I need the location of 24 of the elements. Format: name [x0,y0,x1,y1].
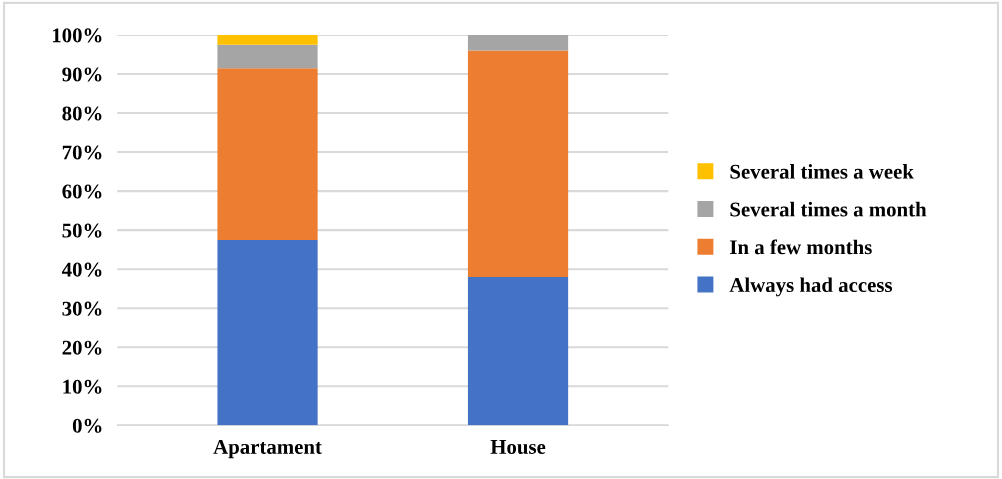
legend-label: Always had access [729,277,893,297]
legend-label: Several times a week [730,164,914,179]
bar [467,277,569,426]
y-tick-label: 40% [61,262,102,277]
y-tick-label: 20% [62,340,102,355]
bar [217,44,318,69]
legend-label: In a few months [730,239,872,255]
bar [217,68,318,240]
x-tick-label: Apartament [213,439,322,459]
y-tick-label: 10% [63,379,102,394]
y-tick-label: 0% [72,418,102,433]
bar [217,239,318,426]
y-tick-label: 50% [62,223,102,238]
y-tick-label: 60% [62,184,102,199]
y-tick-label: 30% [62,301,102,316]
x-tick-label: House [490,440,546,454]
y-tick-label: 100% [52,28,102,43]
bar [467,34,569,51]
y-tick-label: 70% [62,145,102,160]
bar [467,50,569,278]
bar [217,34,318,45]
y-tick-label: 80% [62,106,102,121]
legend-label: Several times a month [730,201,927,217]
y-tick-label: 90% [62,67,102,82]
